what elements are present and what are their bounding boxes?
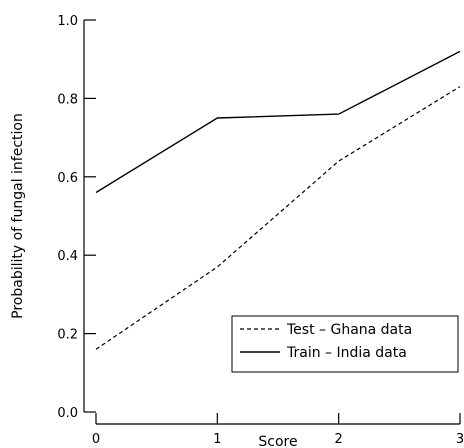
y-axis-label: Probability of fungal infection <box>10 113 26 319</box>
legend: Test – Ghana data Train – India data <box>231 315 459 373</box>
y-tick-label: 0.4 <box>57 249 78 264</box>
legend-label-test-ghana: Test – Ghana data <box>286 322 412 338</box>
x-tick-label: 2 <box>335 432 343 447</box>
series-line-0 <box>95 86 461 350</box>
legend-box <box>231 315 459 373</box>
ticks: 0.0 0.2 0.4 0.6 0.8 1.0 0 1 2 3 <box>57 14 464 447</box>
y-tick-label: 1.0 <box>57 14 78 29</box>
y-tick-label: 0.8 <box>57 92 78 107</box>
series-line-1 <box>95 50 461 194</box>
axes <box>83 20 460 425</box>
y-tick-label: 0.0 <box>57 406 78 421</box>
x-tick-label: 3 <box>456 432 464 447</box>
x-tick-label: 1 <box>213 432 221 447</box>
series-lines <box>95 50 461 350</box>
y-tick-label: 0.2 <box>57 328 78 343</box>
x-tick-label: 0 <box>92 432 100 447</box>
legend-label-train-india: Train – India data <box>286 345 407 361</box>
y-tick-label: 0.6 <box>57 171 78 186</box>
x-axis-label: Score <box>258 434 297 448</box>
